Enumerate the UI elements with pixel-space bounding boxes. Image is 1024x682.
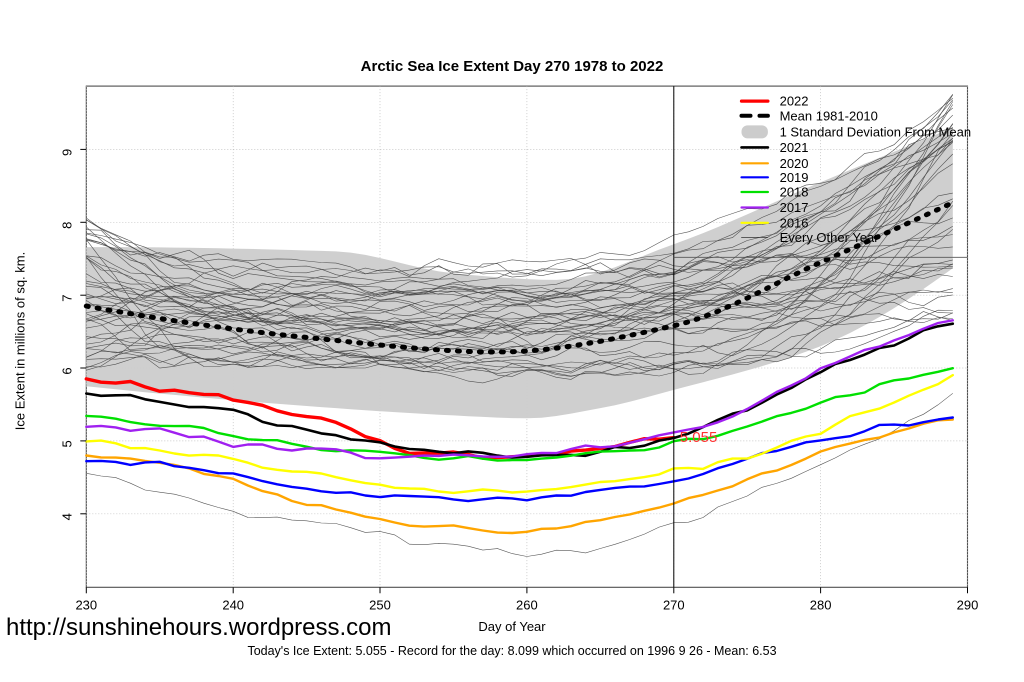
svg-text:4: 4 [59, 513, 74, 520]
svg-text:2018: 2018 [780, 185, 809, 200]
svg-text:2022: 2022 [780, 94, 809, 109]
svg-text:2016: 2016 [780, 215, 809, 230]
svg-text:230: 230 [75, 597, 97, 612]
svg-text:6: 6 [59, 367, 74, 374]
svg-text:240: 240 [222, 597, 244, 612]
svg-text:7: 7 [59, 295, 74, 302]
svg-text:Every Other Year: Every Other Year [780, 230, 880, 245]
svg-text:9: 9 [59, 149, 74, 156]
svg-text:5: 5 [59, 440, 74, 447]
svg-text:250: 250 [369, 597, 391, 612]
svg-text:8: 8 [59, 222, 74, 229]
svg-text:2017: 2017 [780, 200, 809, 215]
svg-text:260: 260 [516, 597, 538, 612]
svg-text:2020: 2020 [780, 156, 809, 171]
svg-text:290: 290 [957, 597, 979, 612]
svg-text:Mean 1981-2010: Mean 1981-2010 [780, 108, 878, 123]
svg-text:5.055: 5.055 [680, 429, 718, 446]
svg-text:280: 280 [810, 597, 832, 612]
svg-text:1 Standard Deviation From Mean: 1 Standard Deviation From Mean [780, 124, 971, 139]
svg-text:2019: 2019 [780, 170, 809, 185]
svg-text:270: 270 [663, 597, 685, 612]
svg-text:2021: 2021 [780, 140, 809, 155]
